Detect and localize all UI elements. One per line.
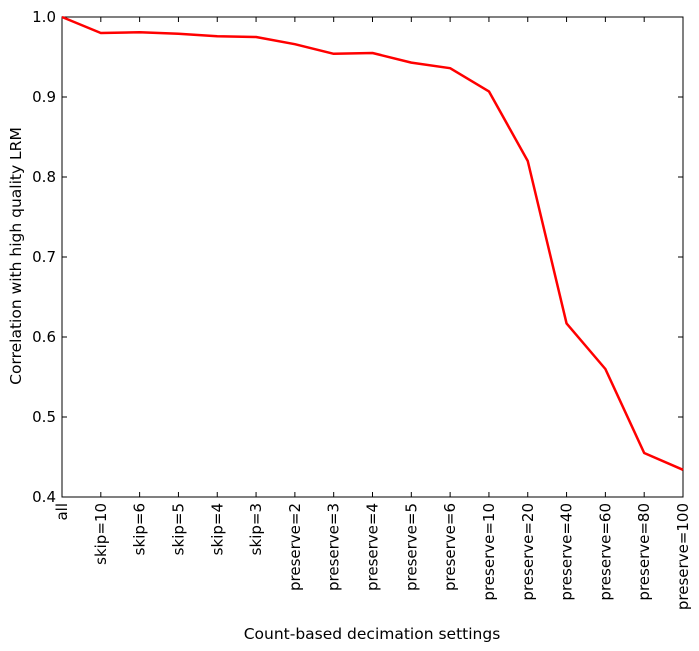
x-tick-label: skip=5 [169, 503, 187, 555]
y-tick-label: 1.0 [32, 8, 56, 26]
x-tick-label: skip=4 [208, 503, 226, 555]
x-tick-label: preserve=2 [286, 503, 304, 591]
x-tick-label: skip=10 [92, 503, 110, 565]
x-tick-label: preserve=4 [364, 503, 382, 591]
x-tick-label: preserve=5 [402, 503, 420, 591]
y-tick-label: 0.4 [32, 488, 56, 506]
y-tick-label: 0.7 [32, 248, 56, 266]
x-tick-label: preserve=10 [480, 503, 498, 601]
x-tick-label: skip=6 [131, 503, 149, 555]
x-tick-label: skip=3 [247, 503, 265, 555]
x-tick-label: preserve=80 [635, 503, 653, 601]
x-tick-label: preserve=60 [596, 503, 614, 601]
x-tick-label: preserve=3 [325, 503, 343, 591]
y-tick-label: 0.5 [32, 408, 56, 426]
plot-area: 0.4 0.5 0.6 0.7 0.8 0.9 1.0 all skip=10 skip=6 ski… [32, 8, 692, 610]
plot-frame [61, 16, 684, 498]
x-tick-label: preserve=40 [558, 503, 576, 601]
x-tick-label: preserve=20 [519, 503, 537, 601]
series-line [61, 15, 684, 471]
x-tick-label: preserve=100 [674, 503, 692, 610]
y-tick-label: 0.9 [32, 88, 56, 106]
x-axis-title: Count-based decimation settings [244, 625, 501, 643]
x-tick-label: all [53, 503, 71, 521]
y-axis-title: Correlation with high quality LRM [7, 127, 25, 385]
y-tick-label: 0.8 [32, 168, 56, 186]
y-tick-label: 0.6 [32, 328, 56, 346]
x-tick-label: preserve=6 [441, 503, 459, 591]
